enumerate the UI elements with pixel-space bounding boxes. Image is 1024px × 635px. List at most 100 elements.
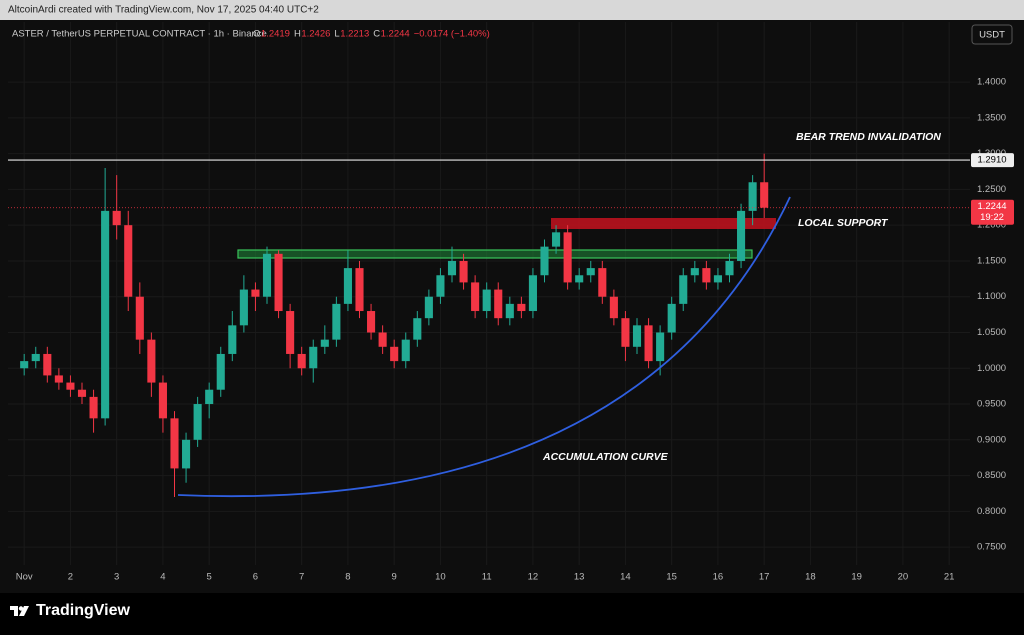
y-tick-label: 1.1000 — [977, 291, 1006, 302]
candle-body — [135, 296, 144, 340]
x-tick-label: 14 — [620, 572, 631, 583]
candle-body — [609, 296, 618, 319]
countdown: 19:22 — [980, 212, 1004, 223]
candle-body — [598, 268, 607, 297]
candle-body — [239, 289, 248, 326]
accumulation-curve — [177, 196, 791, 498]
annotation: ACCUMULATION CURVE — [542, 451, 669, 463]
y-tick-label: 1.4000 — [977, 77, 1006, 88]
candle-body — [575, 275, 584, 283]
candle-body — [621, 318, 630, 347]
currency[interactable]: USDT — [979, 30, 1005, 41]
candle-body — [748, 182, 757, 211]
candle-body — [205, 389, 214, 405]
header-text: AltcoinArdi created with TradingView.com… — [8, 5, 319, 16]
candle-body — [390, 346, 399, 362]
candle-body — [459, 260, 468, 283]
candle-body — [297, 353, 306, 369]
quote: O 1.2419 H 1.2426 L 1.2213 C 1.2244 −0.0174 (−1.… — [253, 29, 490, 40]
candle-body — [262, 253, 272, 297]
y-tick-label: 1.1500 — [977, 255, 1006, 266]
candle-body — [725, 260, 734, 276]
annotation: BEAR TREND INVALIDATION — [796, 131, 941, 143]
x-tick-label: 13 — [574, 572, 585, 583]
quote-key: H — [294, 29, 301, 40]
last-price-tag — [971, 199, 1014, 225]
x-tick-label: 10 — [435, 572, 446, 583]
candle-body — [31, 353, 40, 362]
x-tick-label: 21 — [944, 572, 955, 583]
support-zone — [551, 218, 776, 229]
y-tick-label: 0.9000 — [977, 434, 1006, 445]
y-tick-label: 0.8500 — [977, 470, 1006, 481]
candle-body — [552, 232, 561, 247]
x-tick-label: 20 — [898, 572, 909, 583]
candle-body — [656, 332, 665, 362]
last-price-label: 1.2244 — [977, 201, 1006, 212]
y-tick-label: 0.7500 — [977, 542, 1006, 553]
quote-key: C — [373, 29, 380, 40]
candle-body — [309, 346, 318, 369]
y-tick-label: 1.0000 — [977, 363, 1006, 374]
quote-value: 1.2419 — [261, 29, 290, 40]
y-tick-label: 1.0500 — [977, 327, 1006, 338]
candle-body — [54, 375, 63, 383]
candle-body — [517, 303, 526, 312]
candle-body — [540, 246, 549, 276]
x-tick-label: 8 — [345, 572, 350, 583]
currency-button[interactable] — [971, 24, 1013, 45]
candle-body — [77, 389, 87, 397]
quote-value: −0.0174 (−1.40%) — [414, 29, 490, 40]
x-tick-label: 2 — [68, 572, 73, 583]
quote-key: L — [334, 29, 339, 40]
candles — [20, 153, 769, 498]
candle-body — [343, 268, 352, 304]
candle-body — [112, 210, 121, 226]
candle-body — [471, 282, 480, 312]
candle-body — [413, 318, 422, 340]
x-tick-label: 19 — [851, 572, 862, 583]
candle-body — [170, 418, 179, 469]
quote-key: O — [253, 29, 260, 40]
y-tick-label: 0.9500 — [977, 399, 1006, 410]
candle-body — [563, 232, 572, 283]
candle-body — [124, 225, 133, 297]
x-tick-label: 3 — [114, 572, 119, 583]
candle-body — [20, 361, 29, 369]
candle-body — [89, 396, 98, 419]
x-tick-label: 18 — [805, 572, 816, 583]
candle-body — [228, 325, 237, 354]
candle-body — [43, 353, 52, 376]
candle-body — [586, 268, 595, 276]
candle-body — [679, 275, 688, 304]
x-tick-label: 15 — [666, 572, 677, 583]
x-tick-label: 6 — [253, 572, 258, 583]
quote-value: 1.2244 — [381, 29, 410, 40]
candle-body — [182, 439, 191, 469]
annotation: LOCAL SUPPORT — [798, 217, 889, 229]
quote-value: 1.2213 — [340, 29, 369, 40]
candle-body — [274, 253, 283, 312]
candle-body — [251, 289, 260, 297]
footer-bar — [0, 593, 1024, 635]
level-label: 1.2910 — [977, 155, 1006, 166]
grid — [8, 22, 970, 565]
candle-body — [528, 275, 537, 312]
candle-body — [367, 311, 376, 333]
x-tick-label: 7 — [299, 572, 304, 583]
candle-body — [713, 275, 722, 283]
brand: TradingView — [36, 602, 131, 619]
x-tick-label: 9 — [392, 572, 397, 583]
x-tick-label: 11 — [482, 572, 492, 583]
candle-body — [494, 289, 503, 319]
level-tag — [971, 153, 1014, 168]
header-bar — [0, 0, 1024, 20]
candle-body — [101, 210, 110, 419]
candle-body — [482, 289, 491, 312]
candle-body — [66, 382, 75, 390]
x-tick-label: Nov — [16, 572, 33, 583]
logo — [10, 606, 29, 616]
candle-body — [355, 268, 364, 312]
candle-body — [216, 353, 225, 390]
